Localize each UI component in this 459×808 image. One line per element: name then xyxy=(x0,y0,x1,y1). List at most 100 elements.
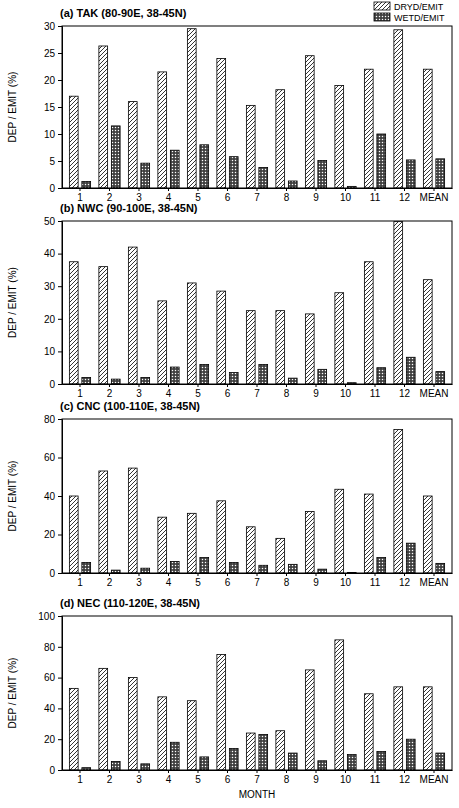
bar xyxy=(187,283,196,384)
bar xyxy=(187,29,196,188)
tick: 10 xyxy=(340,188,352,203)
bar xyxy=(128,247,137,384)
tick-label: 5 xyxy=(195,774,201,785)
tick-mark xyxy=(58,384,62,385)
bar xyxy=(288,181,297,188)
bar xyxy=(158,697,167,770)
tick-label: 30 xyxy=(44,21,56,32)
tick-mark xyxy=(375,384,376,387)
tick-mark xyxy=(286,188,287,191)
tick-mark xyxy=(345,573,346,576)
bar xyxy=(158,72,167,188)
bar xyxy=(229,562,238,573)
tick-label: 3 xyxy=(136,388,142,399)
bar xyxy=(423,280,432,384)
tick-mark xyxy=(168,188,169,191)
tick: 11 xyxy=(370,384,381,399)
axis-line xyxy=(58,222,63,385)
bar xyxy=(377,558,386,573)
tick: 12 xyxy=(399,573,411,588)
tick-mark xyxy=(79,573,80,576)
y-axis: 051015202530 xyxy=(44,21,63,194)
tick-mark xyxy=(404,573,405,576)
tick-mark xyxy=(138,188,139,191)
tick-mark xyxy=(79,188,80,191)
tick-mark xyxy=(109,770,110,773)
bar xyxy=(436,753,445,770)
tick: 20 xyxy=(44,734,62,745)
tick-mark xyxy=(58,573,62,574)
bar xyxy=(276,538,285,573)
bar xyxy=(364,69,373,188)
tick-label: 9 xyxy=(313,388,319,399)
tick-mark xyxy=(286,384,287,387)
bar xyxy=(276,90,285,188)
bar xyxy=(377,368,386,384)
tick: 10 xyxy=(340,770,352,785)
tick-label: 1 xyxy=(77,774,83,785)
tick-label: 40 xyxy=(44,703,56,714)
tick: 60 xyxy=(44,672,62,683)
tick-mark xyxy=(58,458,62,459)
bar xyxy=(111,126,120,188)
tick-mark xyxy=(138,384,139,387)
tick: 7 xyxy=(254,188,260,203)
tick-label: 0 xyxy=(49,379,55,390)
tick: 5 xyxy=(49,156,62,167)
tick-label: MEAN xyxy=(420,774,449,785)
tick: 8 xyxy=(284,384,290,399)
y-axis: 01020304050 xyxy=(44,216,63,390)
bar xyxy=(141,764,150,770)
tick-label: 2 xyxy=(107,388,113,399)
bar xyxy=(69,496,78,573)
title: (a) TAK (80-90E, 38-45N) xyxy=(60,7,187,19)
tick-mark xyxy=(197,770,198,773)
bar xyxy=(259,364,268,384)
bar xyxy=(82,377,91,384)
tick-label: 7 xyxy=(254,774,260,785)
tick-mark xyxy=(58,254,62,255)
tick-label: 8 xyxy=(284,388,290,399)
y-axis-title: DEP / EMIT (%) xyxy=(7,267,18,338)
tick-label: 12 xyxy=(399,388,411,399)
tick: 3 xyxy=(136,770,142,785)
tick-mark xyxy=(138,770,139,773)
tick: MEAN xyxy=(420,770,449,785)
tick-mark xyxy=(58,496,62,497)
x-axis: 123456789101112MEAN xyxy=(63,188,453,203)
tick-mark xyxy=(58,419,62,420)
tick-label: 11 xyxy=(370,192,381,203)
tick-label: 5 xyxy=(195,577,201,588)
bar xyxy=(158,301,167,384)
tick-mark xyxy=(58,351,62,352)
bar xyxy=(364,494,373,573)
bar xyxy=(305,56,314,188)
tick: 6 xyxy=(225,188,231,203)
tick-mark xyxy=(58,535,62,536)
tick-label: 6 xyxy=(225,577,231,588)
bar xyxy=(436,372,445,384)
tick-label: 12 xyxy=(399,577,411,588)
tick-label: 20 xyxy=(44,734,56,745)
bar xyxy=(69,688,78,770)
tick: MEAN xyxy=(420,384,449,399)
tick-mark xyxy=(138,573,139,576)
tick-mark xyxy=(404,384,405,387)
bar xyxy=(158,517,167,573)
tick-label: 11 xyxy=(370,388,381,399)
tick-label: 1 xyxy=(77,577,83,588)
figure: 051015202530123456789101112MEAN(a) TAK (… xyxy=(0,0,459,808)
tick-mark xyxy=(197,188,198,191)
tick: 60 xyxy=(44,452,62,463)
tick-label: 2 xyxy=(107,577,113,588)
bar xyxy=(170,561,179,573)
tick-mark xyxy=(168,573,169,576)
tick: 1 xyxy=(77,770,83,785)
tick: 10 xyxy=(44,346,62,357)
tick-mark xyxy=(168,384,169,387)
tick-mark xyxy=(58,107,62,108)
panel: 020406080123456789101112MEAN(c) CNC (100… xyxy=(7,400,453,588)
tick-label: 10 xyxy=(44,129,56,140)
tick-mark xyxy=(316,770,317,773)
bar xyxy=(200,145,209,188)
